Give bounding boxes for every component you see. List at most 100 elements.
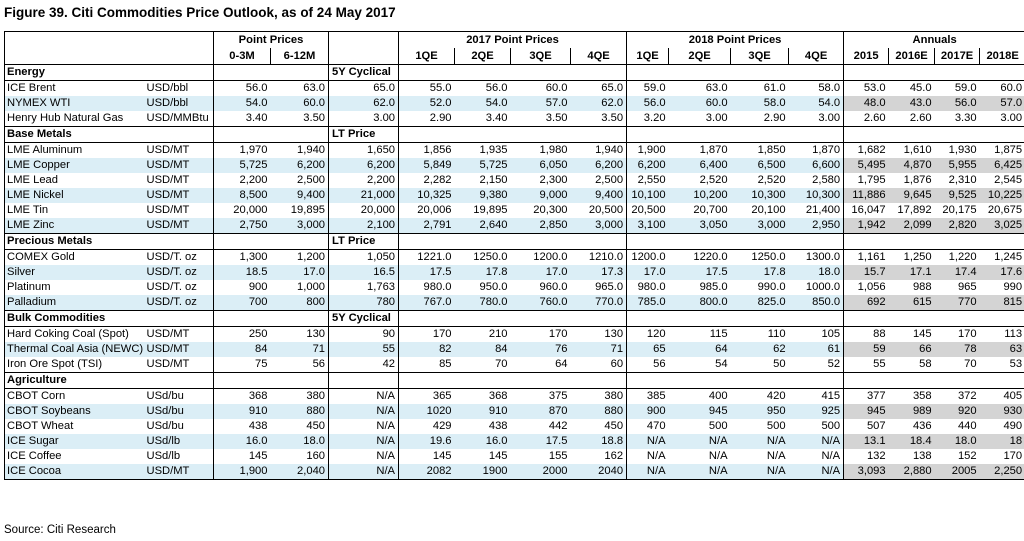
section-blank (626, 64, 845, 81)
table-cell: 11,886 (843, 188, 889, 203)
table-cell: 145 (888, 326, 935, 342)
table-cell: 365 (398, 388, 455, 404)
table-cell: 950 (730, 404, 789, 419)
table-cell: 988 (888, 280, 935, 295)
table-cell: 1020 (398, 404, 455, 419)
table-cell: 3,000 (570, 218, 628, 234)
table-cell: 6,425 (979, 158, 1024, 173)
table-cell: 2,282 (398, 173, 455, 188)
table-cell: 405 (979, 388, 1024, 404)
table-cell: 52.0 (398, 96, 455, 111)
table-row: LME Tin USD/MT 20,000 19,895 20,000 20,006 19,… (4, 203, 1024, 218)
table-cell: 1,940 (570, 142, 628, 158)
commodity-name: COMEX Gold (4, 249, 144, 265)
table-cell: 54.0 (213, 96, 271, 111)
section-blank (398, 310, 628, 327)
section-lt-label: 5Y Cyclical (328, 64, 400, 81)
table-cell: 17,892 (888, 203, 935, 218)
table-cell: 10,300 (730, 188, 789, 203)
table-cell: 21,400 (788, 203, 845, 218)
table-cell: 152 (934, 449, 980, 464)
section-blank (398, 372, 628, 389)
section-blank (212, 126, 330, 143)
table-cell: 170 (934, 326, 980, 342)
table-cell: 1,763 (328, 280, 400, 295)
column-header: 4QE (788, 48, 845, 65)
table-cell: 75 (213, 357, 271, 373)
table-cell: N/A (328, 404, 400, 419)
table-cell: 850.0 (788, 295, 845, 311)
table-cell: 2,520 (757, 174, 786, 186)
table-cell: 61.0 (763, 82, 786, 94)
table-cell: 2,099 (888, 218, 935, 234)
table-cell: 63.0 (705, 82, 728, 94)
table-cell: 442 (548, 420, 568, 432)
table-cell: 1,870 (788, 142, 845, 158)
table-cell: 990 (979, 280, 1024, 295)
table-cell: 60.0 (270, 96, 330, 111)
table-cell: 692 (843, 295, 889, 311)
table-cell: 1,610 (888, 142, 935, 158)
table-cell: 130 (570, 326, 628, 342)
table-row: LME Nickel USD/MT 8,500 9,400 21,000 10,325 9,… (4, 188, 1024, 203)
commodity-name: LME Tin (4, 203, 144, 218)
table-cell: 2,040 (270, 464, 330, 480)
section-lt-label (328, 372, 400, 389)
table-cell: 900 (626, 404, 669, 419)
commodity-name: Hard Coking Coal (Spot) (4, 326, 144, 342)
table-cell: 18.0 (934, 434, 980, 449)
section-lt-label: LT Price (328, 126, 400, 143)
table-row: Hard Coking Coal (Spot) USD/MT 250 130 90 170… (4, 326, 1024, 342)
table-cell: 1,942 (843, 218, 889, 234)
table-cell: 10,100 (626, 188, 669, 203)
table-cell: 55 (843, 357, 889, 373)
table-cell: 162 (570, 449, 628, 464)
table-cell: 1,940 (270, 142, 330, 158)
table-cell: 400 (708, 390, 728, 402)
table-cell: 66 (888, 342, 935, 357)
table-cell: 3.50 (545, 112, 568, 124)
unit-cell: USD/MT (143, 464, 214, 480)
table-cell: 16.5 (328, 265, 400, 280)
table-cell: 16.0 (454, 434, 511, 449)
section-blank (843, 372, 1024, 389)
table-cell: 1,935 (479, 144, 508, 156)
header-blank (143, 48, 214, 65)
table-cell: 2,150 (479, 174, 508, 186)
table-cell: 3.00 (979, 111, 1024, 127)
table-cell: 10,225 (979, 188, 1024, 203)
table-cell: 1200.0 (533, 251, 568, 263)
table-cell: 1220.0 (693, 251, 728, 263)
table-row: LME Aluminum USD/MT 1,970 1,940 1,650 1,856 1,… (4, 142, 1024, 158)
table-cell: 1,050 (328, 249, 400, 265)
table-cell: 61 (788, 342, 845, 357)
table-cell: 42 (328, 357, 400, 373)
table-cell: 63.0 (270, 80, 330, 96)
table-cell: 2,500 (570, 173, 628, 188)
table-cell: 2,750 (213, 218, 271, 234)
table-cell: 20,000 (213, 203, 271, 218)
table-cell: 6,200 (270, 158, 330, 173)
table-cell: 17.6 (979, 265, 1024, 280)
table-cell: 84 (213, 342, 271, 357)
table-cell: 375 (548, 390, 568, 402)
table-cell: 1,682 (843, 142, 889, 158)
table-cell: 18.5 (213, 265, 271, 280)
table-cell: 60.0 (545, 82, 568, 94)
table-cell: 2,580 (788, 173, 845, 188)
table-cell: 3,000 (730, 218, 789, 234)
section-blank (143, 64, 214, 81)
table-cell: 132 (843, 449, 889, 464)
table-cell: 2,300 (539, 174, 568, 186)
table-cell: N/A (328, 464, 400, 480)
table-cell: 5,725 (454, 158, 511, 173)
table-cell: 62.0 (570, 96, 628, 111)
commodity-name: CBOT Soybeans (4, 404, 144, 419)
unit-cell: USd/bu (143, 404, 214, 419)
table-cell: 17.8 (454, 265, 511, 280)
column-header: 2QE (454, 48, 512, 65)
table-cell: 6,400 (668, 158, 731, 173)
section-blank (626, 372, 845, 389)
table-cell: 59 (843, 342, 889, 357)
table-cell: 63 (979, 342, 1024, 357)
